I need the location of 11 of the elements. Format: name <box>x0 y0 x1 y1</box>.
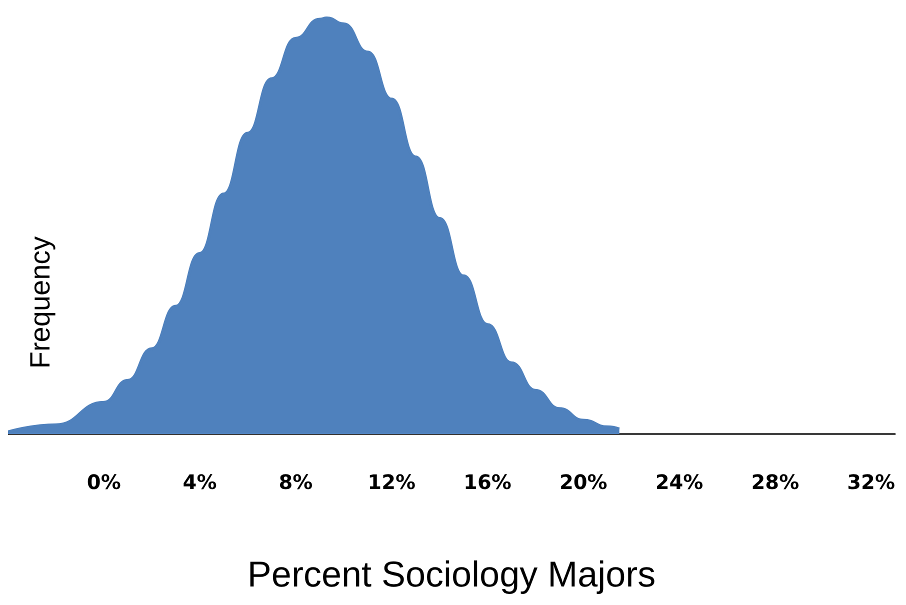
x-tick-label: 24% <box>655 470 704 494</box>
y-axis-title: Frequency <box>24 236 56 369</box>
x-axis-title: Percent Sociology Majors <box>247 554 656 594</box>
x-tick-label: 32% <box>847 470 895 494</box>
x-tick-label: 20% <box>559 470 608 494</box>
x-tick-label: 28% <box>751 470 800 494</box>
x-tick-label: 12% <box>368 470 416 494</box>
x-tick-label: 0% <box>86 470 121 494</box>
x-tick-label: 16% <box>464 470 512 494</box>
x-tick-label: 4% <box>182 470 217 494</box>
x-tick-label: 8% <box>278 470 313 494</box>
